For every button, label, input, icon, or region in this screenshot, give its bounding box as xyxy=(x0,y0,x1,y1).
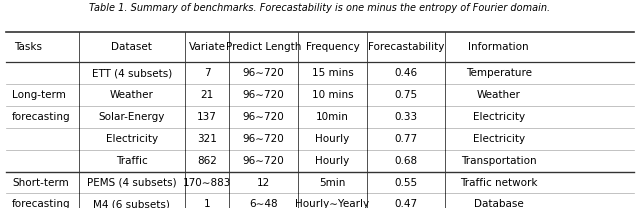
Text: 5min: 5min xyxy=(319,177,346,188)
Text: 137: 137 xyxy=(197,112,217,122)
Text: Traffic network: Traffic network xyxy=(460,177,538,188)
Text: 170∼883: 170∼883 xyxy=(183,177,231,188)
Text: Short-term: Short-term xyxy=(12,177,69,188)
Text: ETT (4 subsets): ETT (4 subsets) xyxy=(92,68,172,78)
Text: Information: Information xyxy=(468,42,529,52)
Text: Database: Database xyxy=(474,199,524,208)
Text: Electricity: Electricity xyxy=(473,112,525,122)
Text: 0.55: 0.55 xyxy=(395,177,418,188)
Text: forecasting: forecasting xyxy=(12,112,71,122)
Text: 15 mins: 15 mins xyxy=(312,68,353,78)
Text: Hourly: Hourly xyxy=(316,134,349,144)
Text: M4 (6 subsets): M4 (6 subsets) xyxy=(93,199,170,208)
Text: 862: 862 xyxy=(197,156,217,166)
Text: 1: 1 xyxy=(204,199,211,208)
Text: PEMS (4 subsets): PEMS (4 subsets) xyxy=(87,177,177,188)
Text: 0.46: 0.46 xyxy=(395,68,418,78)
Text: 96∼720: 96∼720 xyxy=(243,156,284,166)
Text: Weather: Weather xyxy=(110,90,154,100)
Text: Predict Length: Predict Length xyxy=(226,42,301,52)
Text: Weather: Weather xyxy=(477,90,521,100)
Text: 0.33: 0.33 xyxy=(395,112,418,122)
Text: 10 mins: 10 mins xyxy=(312,90,353,100)
Text: Forecastability: Forecastability xyxy=(368,42,444,52)
Text: 0.77: 0.77 xyxy=(395,134,418,144)
Text: 7: 7 xyxy=(204,68,211,78)
Text: forecasting: forecasting xyxy=(12,199,71,208)
Text: Transportation: Transportation xyxy=(461,156,536,166)
Text: Solar-Energy: Solar-Energy xyxy=(99,112,165,122)
Text: 0.47: 0.47 xyxy=(395,199,418,208)
Text: Temperature: Temperature xyxy=(466,68,532,78)
Text: Traffic: Traffic xyxy=(116,156,148,166)
Text: Tasks: Tasks xyxy=(13,42,42,52)
Text: Electricity: Electricity xyxy=(473,134,525,144)
Text: Long-term: Long-term xyxy=(12,90,66,100)
Text: 12: 12 xyxy=(257,177,270,188)
Text: Table 1. Summary of benchmarks. Forecastability is one minus the entropy of Four: Table 1. Summary of benchmarks. Forecast… xyxy=(90,3,550,13)
Text: 96∼720: 96∼720 xyxy=(243,112,284,122)
Text: Frequency: Frequency xyxy=(306,42,360,52)
Text: 0.68: 0.68 xyxy=(395,156,418,166)
Text: 321: 321 xyxy=(197,134,217,144)
Text: 6∼48: 6∼48 xyxy=(249,199,278,208)
Text: 10min: 10min xyxy=(316,112,349,122)
Text: Hourly∼Yearly: Hourly∼Yearly xyxy=(296,199,370,208)
Text: 96∼720: 96∼720 xyxy=(243,90,284,100)
Text: 21: 21 xyxy=(200,90,214,100)
Text: 0.75: 0.75 xyxy=(395,90,418,100)
Text: 96∼720: 96∼720 xyxy=(243,68,284,78)
Text: 96∼720: 96∼720 xyxy=(243,134,284,144)
Text: Variate: Variate xyxy=(189,42,226,52)
Text: Hourly: Hourly xyxy=(316,156,349,166)
Text: Electricity: Electricity xyxy=(106,134,158,144)
Text: Dataset: Dataset xyxy=(111,42,152,52)
